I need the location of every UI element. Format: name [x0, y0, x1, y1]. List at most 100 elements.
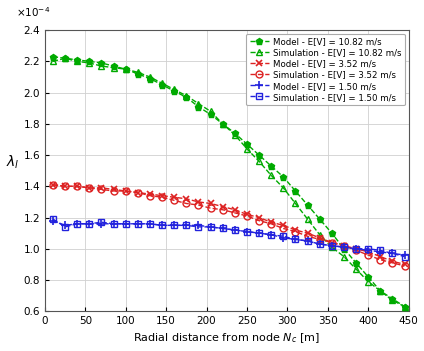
Model - E[V] = 1.50 m/s: [354, 247, 359, 251]
Model - E[V] = 10.82 m/s: [354, 261, 359, 265]
Model - E[V] = 1.50 m/s: [317, 242, 322, 246]
Simulation - E[V] = 1.50 m/s: [184, 223, 189, 227]
Simulation - E[V] = 3.52 m/s: [159, 195, 165, 199]
Simulation - E[V] = 3.52 m/s: [123, 189, 128, 193]
Line: Model - E[V] = 1.50 m/s: Model - E[V] = 1.50 m/s: [49, 217, 409, 259]
Model - E[V] = 10.82 m/s: [184, 95, 189, 99]
Simulation - E[V] = 10.82 m/s: [232, 133, 237, 137]
Simulation - E[V] = 1.50 m/s: [196, 225, 201, 229]
Model - E[V] = 1.50 m/s: [99, 222, 104, 226]
Simulation - E[V] = 10.82 m/s: [196, 101, 201, 106]
Line: Model - E[V] = 10.82 m/s: Model - E[V] = 10.82 m/s: [50, 53, 408, 310]
Simulation - E[V] = 3.52 m/s: [329, 240, 335, 245]
Model - E[V] = 10.82 m/s: [257, 153, 262, 157]
Model - E[V] = 10.82 m/s: [317, 217, 322, 221]
Model - E[V] = 10.82 m/s: [135, 72, 140, 76]
Simulation - E[V] = 1.50 m/s: [365, 247, 371, 251]
Simulation - E[V] = 10.82 m/s: [293, 201, 298, 206]
Simulation - E[V] = 3.52 m/s: [111, 189, 116, 193]
Simulation - E[V] = 1.50 m/s: [378, 248, 383, 252]
Simulation - E[V] = 10.82 m/s: [148, 75, 153, 79]
Model - E[V] = 1.50 m/s: [365, 248, 371, 252]
Model - E[V] = 10.82 m/s: [87, 59, 92, 64]
Simulation - E[V] = 1.50 m/s: [341, 245, 346, 249]
Model - E[V] = 3.52 m/s: [184, 197, 189, 201]
Model - E[V] = 10.82 m/s: [63, 56, 68, 60]
Model - E[V] = 1.50 m/s: [281, 236, 286, 240]
Model - E[V] = 10.82 m/s: [365, 275, 371, 279]
X-axis label: Radial distance from node $N_c$ [m]: Radial distance from node $N_c$ [m]: [133, 332, 320, 345]
Simulation - E[V] = 1.50 m/s: [257, 231, 262, 235]
Simulation - E[V] = 10.82 m/s: [123, 67, 128, 71]
Model - E[V] = 10.82 m/s: [293, 189, 298, 193]
Simulation - E[V] = 10.82 m/s: [87, 61, 92, 65]
Simulation - E[V] = 3.52 m/s: [148, 193, 153, 198]
Simulation - E[V] = 3.52 m/s: [390, 261, 395, 265]
Model - E[V] = 10.82 m/s: [208, 112, 213, 117]
Model - E[V] = 3.52 m/s: [293, 228, 298, 232]
Model - E[V] = 10.82 m/s: [111, 64, 116, 68]
Model - E[V] = 3.52 m/s: [244, 212, 249, 217]
Model - E[V] = 3.52 m/s: [390, 259, 395, 263]
Simulation - E[V] = 3.52 m/s: [365, 253, 371, 257]
Model - E[V] = 3.52 m/s: [159, 193, 165, 198]
Line: Simulation - E[V] = 3.52 m/s: Simulation - E[V] = 3.52 m/s: [50, 181, 408, 270]
Legend: Model - E[V] = 10.82 m/s, Simulation - E[V] = 10.82 m/s, Model - E[V] = 3.52 m/s: Model - E[V] = 10.82 m/s, Simulation - E…: [246, 34, 405, 105]
Simulation - E[V] = 1.50 m/s: [220, 226, 225, 231]
Simulation - E[V] = 1.50 m/s: [172, 223, 177, 227]
Simulation - E[V] = 10.82 m/s: [390, 298, 395, 303]
Model - E[V] = 10.82 m/s: [402, 304, 407, 309]
Model - E[V] = 10.82 m/s: [281, 175, 286, 179]
Simulation - E[V] = 3.52 m/s: [341, 244, 346, 248]
Simulation - E[V] = 3.52 m/s: [402, 264, 407, 268]
Model - E[V] = 3.52 m/s: [123, 189, 128, 193]
Model - E[V] = 10.82 m/s: [341, 247, 346, 251]
Simulation - E[V] = 10.82 m/s: [257, 159, 262, 164]
Model - E[V] = 1.50 m/s: [50, 219, 56, 223]
Model - E[V] = 3.52 m/s: [220, 205, 225, 209]
Model - E[V] = 3.52 m/s: [99, 186, 104, 190]
Simulation - E[V] = 3.52 m/s: [172, 198, 177, 203]
Model - E[V] = 1.50 m/s: [341, 245, 346, 249]
Simulation - E[V] = 3.52 m/s: [354, 248, 359, 252]
Simulation - E[V] = 3.52 m/s: [244, 214, 249, 218]
Simulation - E[V] = 3.52 m/s: [281, 226, 286, 231]
Simulation - E[V] = 3.52 m/s: [196, 203, 201, 207]
Model - E[V] = 1.50 m/s: [172, 223, 177, 227]
Simulation - E[V] = 1.50 m/s: [232, 228, 237, 232]
Simulation - E[V] = 1.50 m/s: [148, 222, 153, 226]
Simulation - E[V] = 10.82 m/s: [402, 304, 407, 309]
Model - E[V] = 1.50 m/s: [159, 223, 165, 227]
Model - E[V] = 1.50 m/s: [135, 222, 140, 226]
Model - E[V] = 10.82 m/s: [305, 203, 310, 207]
Model - E[V] = 3.52 m/s: [402, 262, 407, 266]
Model - E[V] = 1.50 m/s: [208, 225, 213, 229]
Model - E[V] = 3.52 m/s: [329, 240, 335, 245]
Simulation - E[V] = 10.82 m/s: [269, 173, 274, 178]
Simulation - E[V] = 10.82 m/s: [111, 66, 116, 70]
Y-axis label: $\lambda_l$: $\lambda_l$: [6, 153, 19, 171]
Simulation - E[V] = 10.82 m/s: [159, 81, 165, 85]
Model - E[V] = 1.50 m/s: [257, 231, 262, 235]
Model - E[V] = 1.50 m/s: [232, 228, 237, 232]
Model - E[V] = 1.50 m/s: [220, 226, 225, 231]
Model - E[V] = 3.52 m/s: [50, 183, 56, 187]
Simulation - E[V] = 3.52 m/s: [75, 184, 80, 188]
Model - E[V] = 3.52 m/s: [341, 244, 346, 248]
Simulation - E[V] = 10.82 m/s: [317, 233, 322, 237]
Simulation - E[V] = 10.82 m/s: [341, 254, 346, 259]
Simulation - E[V] = 10.82 m/s: [378, 289, 383, 293]
Simulation - E[V] = 3.52 m/s: [378, 258, 383, 262]
Text: $\times10^{-4}$: $\times10^{-4}$: [16, 5, 50, 19]
Simulation - E[V] = 3.52 m/s: [257, 219, 262, 223]
Simulation - E[V] = 10.82 m/s: [99, 64, 104, 68]
Simulation - E[V] = 10.82 m/s: [172, 87, 177, 92]
Model - E[V] = 10.82 m/s: [50, 55, 56, 59]
Line: Simulation - E[V] = 1.50 m/s: Simulation - E[V] = 1.50 m/s: [50, 216, 407, 259]
Model - E[V] = 10.82 m/s: [232, 131, 237, 135]
Model - E[V] = 1.50 m/s: [329, 244, 335, 248]
Model - E[V] = 1.50 m/s: [123, 222, 128, 226]
Simulation - E[V] = 10.82 m/s: [244, 147, 249, 151]
Model - E[V] = 10.82 m/s: [75, 58, 80, 62]
Model - E[V] = 3.52 m/s: [75, 184, 80, 188]
